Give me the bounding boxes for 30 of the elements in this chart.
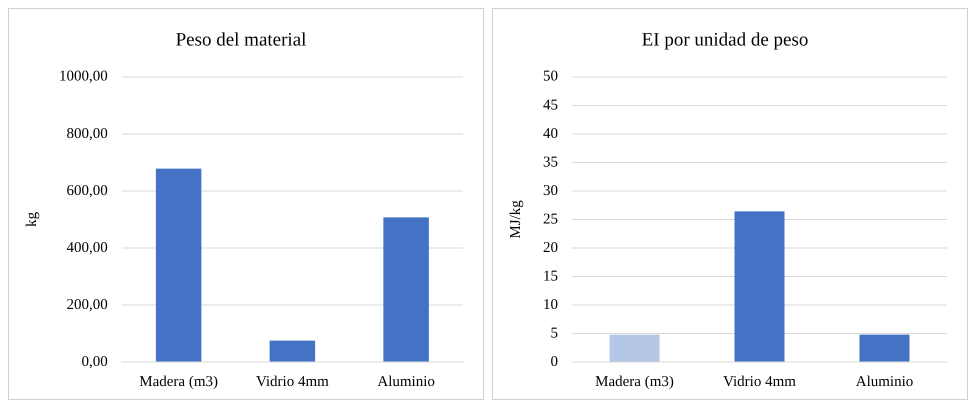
y-tick-label: 50 bbox=[543, 68, 558, 85]
x-tick-label: Madera (m3) bbox=[139, 374, 218, 390]
y-tick-label: 400,00 bbox=[66, 240, 108, 256]
y-axis-title: kg bbox=[24, 211, 40, 227]
y-tick-label: 15 bbox=[543, 268, 558, 284]
bar bbox=[156, 168, 202, 362]
y-tick-label: 600,00 bbox=[66, 182, 108, 199]
x-tick-label: Madera (m3) bbox=[595, 374, 674, 390]
x-tick-label: Aluminio bbox=[856, 374, 914, 390]
y-tick-label: 30 bbox=[543, 182, 558, 199]
y-tick-label: 200,00 bbox=[66, 296, 108, 313]
y-tick-label: 1000,00 bbox=[59, 68, 108, 85]
bar bbox=[383, 217, 429, 362]
y-tick-label: 0 bbox=[550, 354, 558, 370]
y-tick-label: 800,00 bbox=[66, 126, 108, 142]
chart-title: EI por unidad de peso bbox=[642, 29, 808, 50]
x-tick-label: Vidrio 4mm bbox=[723, 374, 796, 390]
x-tick-label: Aluminio bbox=[377, 374, 435, 390]
y-tick-label: 25 bbox=[543, 211, 558, 228]
y-tick-label: 5 bbox=[550, 325, 558, 342]
bar bbox=[270, 340, 316, 362]
chart-title: Peso del material bbox=[176, 29, 306, 50]
y-tick-label: 0,00 bbox=[82, 354, 108, 370]
x-tick-label: Vidrio 4mm bbox=[256, 374, 330, 390]
y-tick-label: 10 bbox=[543, 296, 558, 313]
y-tick-label: 40 bbox=[543, 126, 558, 142]
y-axis-title: MJ/kg bbox=[508, 200, 524, 239]
y-tick-label: 20 bbox=[543, 240, 558, 256]
y-tick-label: 45 bbox=[543, 97, 558, 114]
y-tick-label: 35 bbox=[543, 154, 558, 170]
